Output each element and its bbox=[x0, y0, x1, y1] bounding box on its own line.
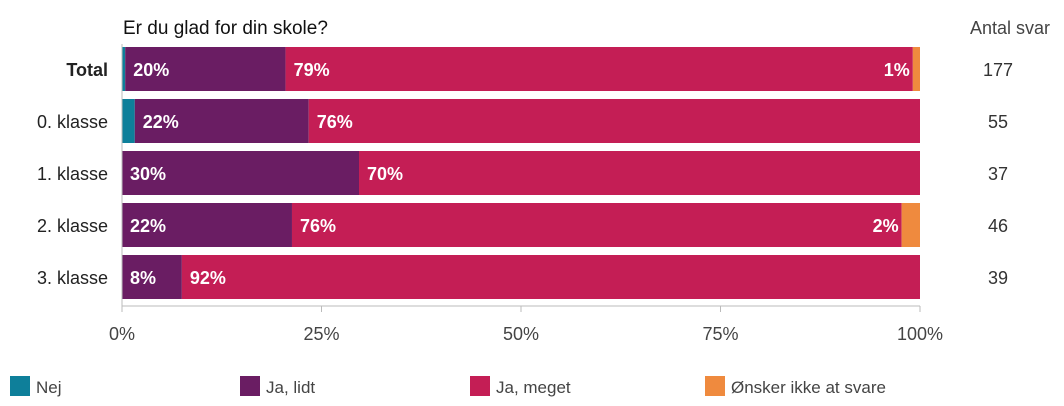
count-value: 37 bbox=[988, 164, 1008, 184]
bar-segment bbox=[285, 47, 913, 91]
data-label: 30% bbox=[130, 164, 166, 184]
count-header: Antal svar bbox=[970, 18, 1050, 38]
count-value: 55 bbox=[988, 112, 1008, 132]
x-axis: 0% 25% 50% 75% 100% bbox=[109, 44, 943, 344]
data-label: 70% bbox=[367, 164, 403, 184]
data-label: 1% bbox=[884, 60, 910, 80]
data-label: 20% bbox=[133, 60, 169, 80]
category-label: 3. klasse bbox=[37, 268, 108, 288]
category-label: Total bbox=[66, 60, 108, 80]
count-value: 46 bbox=[988, 216, 1008, 236]
bar-segment bbox=[291, 203, 902, 247]
legend-label: Ja, meget bbox=[496, 378, 571, 397]
bar-segment bbox=[308, 99, 920, 143]
bar-segment bbox=[912, 47, 920, 91]
bar-segment bbox=[901, 203, 920, 247]
x-tick-label: 75% bbox=[702, 324, 738, 344]
data-label: 2% bbox=[873, 216, 899, 236]
data-label: 76% bbox=[317, 112, 353, 132]
data-label: 79% bbox=[294, 60, 330, 80]
category-label: 1. klasse bbox=[37, 164, 108, 184]
x-tick-label: 100% bbox=[897, 324, 943, 344]
data-label: 76% bbox=[300, 216, 336, 236]
bar-segment bbox=[181, 255, 921, 299]
bar-segment bbox=[122, 47, 126, 91]
bars-layer: Total 20% 79% 1% 177 0. klasse 22% 76% 55 1. klas… bbox=[37, 47, 1013, 299]
legend: Nej Ja, lidt Ja, meget Ønsker ikke at svare bbox=[10, 376, 886, 397]
category-label: 0. klasse bbox=[37, 112, 108, 132]
x-tick-label: 25% bbox=[303, 324, 339, 344]
bar-segment bbox=[122, 99, 135, 143]
count-value: 177 bbox=[983, 60, 1013, 80]
x-tick-label: 50% bbox=[503, 324, 539, 344]
bar-segment bbox=[125, 47, 286, 91]
count-value: 39 bbox=[988, 268, 1008, 288]
legend-label: Ønsker ikke at svare bbox=[731, 378, 886, 397]
data-label: 92% bbox=[190, 268, 226, 288]
data-label: 22% bbox=[130, 216, 166, 236]
legend-swatch bbox=[240, 376, 260, 396]
bar-segment bbox=[122, 255, 182, 299]
legend-swatch bbox=[470, 376, 490, 396]
legend-label: Nej bbox=[36, 378, 62, 397]
bar-segment bbox=[134, 99, 309, 143]
data-label: 8% bbox=[130, 268, 156, 288]
x-tick-label: 0% bbox=[109, 324, 135, 344]
legend-swatch bbox=[10, 376, 30, 396]
data-label: 22% bbox=[143, 112, 179, 132]
bar-segment bbox=[122, 151, 360, 195]
bar-segment bbox=[122, 203, 292, 247]
legend-label: Ja, lidt bbox=[266, 378, 315, 397]
bar-segment bbox=[359, 151, 921, 195]
category-label: 2. klasse bbox=[37, 216, 108, 236]
legend-swatch bbox=[705, 376, 725, 396]
chart-title: Er du glad for din skole? bbox=[123, 18, 328, 39]
